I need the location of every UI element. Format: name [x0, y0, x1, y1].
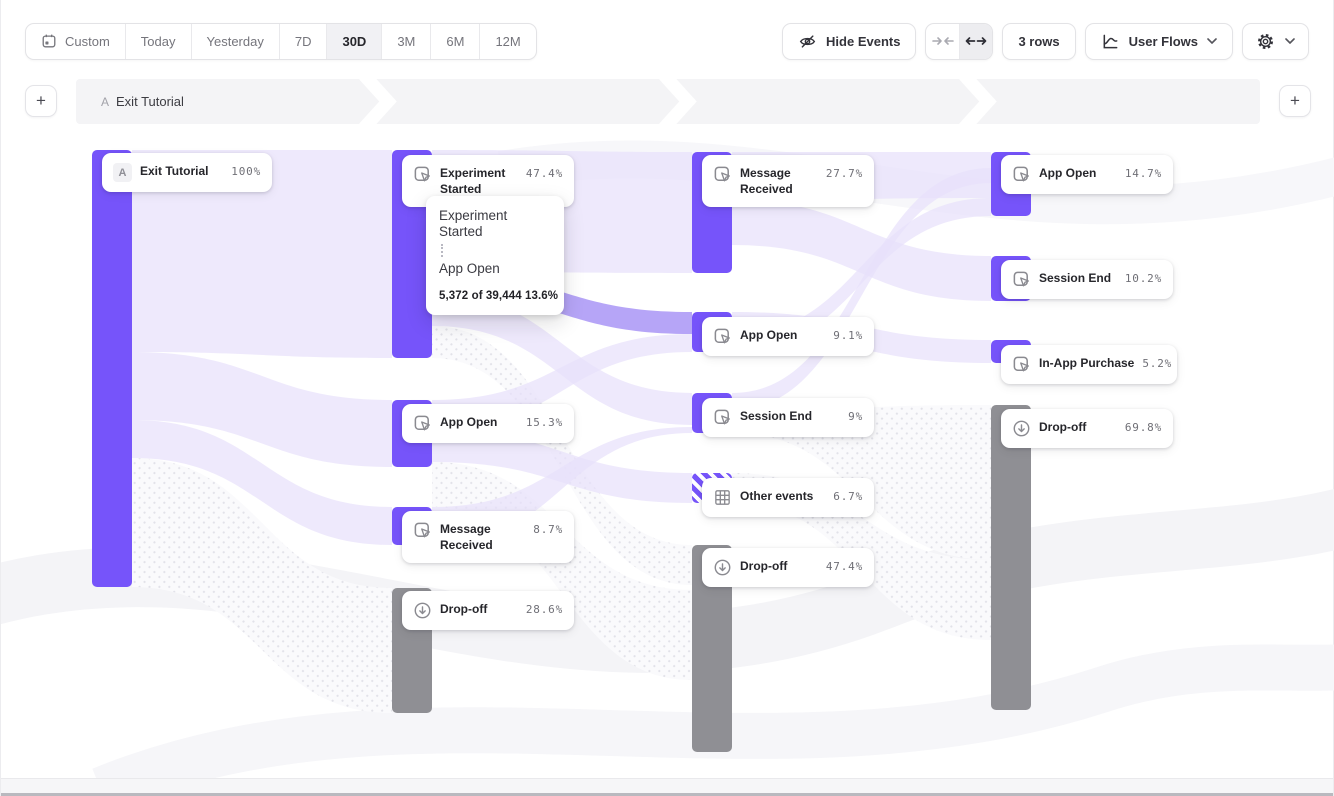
date-range-12m[interactable]: 12M — [479, 23, 535, 59]
footer-strip — [1, 778, 1333, 793]
step-chevron-separators — [359, 79, 997, 124]
dropoff-icon — [714, 559, 731, 576]
toolbar: Custom Today Yesterday 7D 30D 3M 6M 12M … — [25, 22, 1309, 60]
plus-icon: + — [1290, 91, 1300, 110]
flow-ribbon[interactable] — [432, 294, 692, 425]
tooltip-target-event: App Open — [439, 261, 500, 277]
node-card-in-app-purchase-4[interactable]: In-App Purchase 5.2% — [1001, 345, 1177, 384]
add-step-left-button[interactable]: + — [25, 85, 57, 117]
node-card-dropoff-3[interactable]: Drop-off 47.4% — [702, 548, 874, 587]
node-card-exit-tutorial[interactable]: A Exit Tutorial 100% — [102, 153, 272, 192]
flow-ribbon[interactable] — [432, 430, 692, 503]
node-bar-exit-tutorial[interactable] — [92, 150, 132, 587]
add-step-right-button[interactable]: + — [1279, 85, 1311, 117]
event-icon — [414, 166, 431, 182]
plus-icon: + — [36, 91, 46, 110]
node-card-app-open-2[interactable]: App Open 15.3% — [402, 404, 574, 443]
flow-ribbon[interactable] — [132, 458, 392, 713]
tooltip-connector-dots — [441, 244, 443, 258]
calendar-icon — [42, 34, 56, 48]
date-range-6m[interactable]: 6M — [430, 23, 479, 59]
date-range-today[interactable]: Today — [124, 23, 191, 59]
view-selector-dropdown[interactable]: User Flows — [1084, 22, 1233, 60]
chevron-down-icon — [1285, 38, 1295, 44]
node-card-session-end-3[interactable]: Session End 9% — [702, 398, 874, 437]
event-icon — [414, 522, 431, 538]
date-range-custom[interactable]: Custom — [26, 24, 125, 59]
step-title: Exit Tutorial — [116, 94, 184, 109]
event-icon — [714, 409, 731, 425]
expand-columns-button[interactable] — [959, 23, 993, 59]
window-bottom-edge — [1, 793, 1333, 796]
node-card-app-open-3[interactable]: App Open 9.1% — [702, 317, 874, 356]
dropoff-icon — [1013, 420, 1030, 437]
node-card-dropoff-4[interactable]: Drop-off 69.8% — [1001, 409, 1173, 448]
flow-ribbon[interactable] — [732, 200, 991, 301]
flow-chart-icon — [1103, 34, 1118, 48]
node-bar-dropoff-4[interactable] — [991, 405, 1031, 710]
dropoff-icon — [414, 602, 431, 619]
flow-ribbon[interactable] — [732, 198, 991, 352]
event-icon — [1013, 271, 1030, 287]
arrows-inward-icon — [932, 37, 954, 45]
node-card-dropoff-2[interactable]: Drop-off 28.6% — [402, 591, 574, 630]
date-range-group: Custom Today Yesterday 7D 30D 3M 6M 12M — [25, 22, 537, 60]
event-icon — [1013, 356, 1030, 372]
step-a-label: A Exit Tutorial — [101, 79, 184, 124]
event-icon — [714, 166, 731, 182]
node-card-session-end-4[interactable]: Session End 10.2% — [1001, 260, 1173, 299]
tooltip-stats: 5,372 of 39,444 13.6% — [439, 289, 559, 302]
flow-tooltip: Experiment Started App Open 5,372 of 39,… — [426, 196, 564, 315]
toolbar-right: Hide Events 3 rows User Flows — [782, 22, 1309, 60]
node-card-message-received-2[interactable]: Message Received 8.7% — [402, 511, 574, 564]
flow-ribbon[interactable] — [132, 150, 392, 358]
event-letter-badge: A — [113, 163, 132, 182]
collapse-columns-button[interactable] — [926, 24, 959, 59]
eye-off-icon — [799, 34, 816, 48]
chevron-down-icon — [1207, 38, 1217, 44]
date-range-3m[interactable]: 3M — [381, 23, 430, 59]
node-card-message-received-3[interactable]: Message Received 27.7% — [702, 155, 874, 208]
spacing-toggle-group — [925, 22, 994, 60]
flow-ribbon[interactable] — [132, 352, 392, 467]
tooltip-source-event: Experiment Started — [439, 208, 508, 240]
date-range-label: Custom — [65, 33, 110, 49]
date-range-30d-selected[interactable]: 30D — [326, 23, 382, 59]
node-card-app-open-4[interactable]: App Open 14.7% — [1001, 155, 1173, 194]
event-icon — [414, 415, 431, 431]
event-icon — [714, 328, 731, 344]
gear-icon — [1257, 33, 1274, 49]
rows-button[interactable]: 3 rows — [1002, 22, 1076, 60]
arrows-outward-icon — [966, 37, 987, 45]
step-letter-badge: A — [101, 94, 110, 109]
date-range-yesterday[interactable]: Yesterday — [190, 23, 279, 59]
grid-icon — [715, 490, 730, 505]
node-card-other-events-3[interactable]: Other events 6.7% — [702, 478, 874, 517]
flow-ribbon[interactable] — [732, 168, 991, 410]
steps-breadcrumb-bar[interactable]: A Exit Tutorial — [76, 79, 1260, 124]
event-icon — [1013, 166, 1030, 182]
hide-events-button[interactable]: Hide Events — [782, 22, 917, 60]
settings-dropdown[interactable] — [1242, 22, 1309, 60]
flow-ribbon[interactable] — [132, 420, 392, 545]
date-range-7d[interactable]: 7D — [278, 23, 327, 59]
